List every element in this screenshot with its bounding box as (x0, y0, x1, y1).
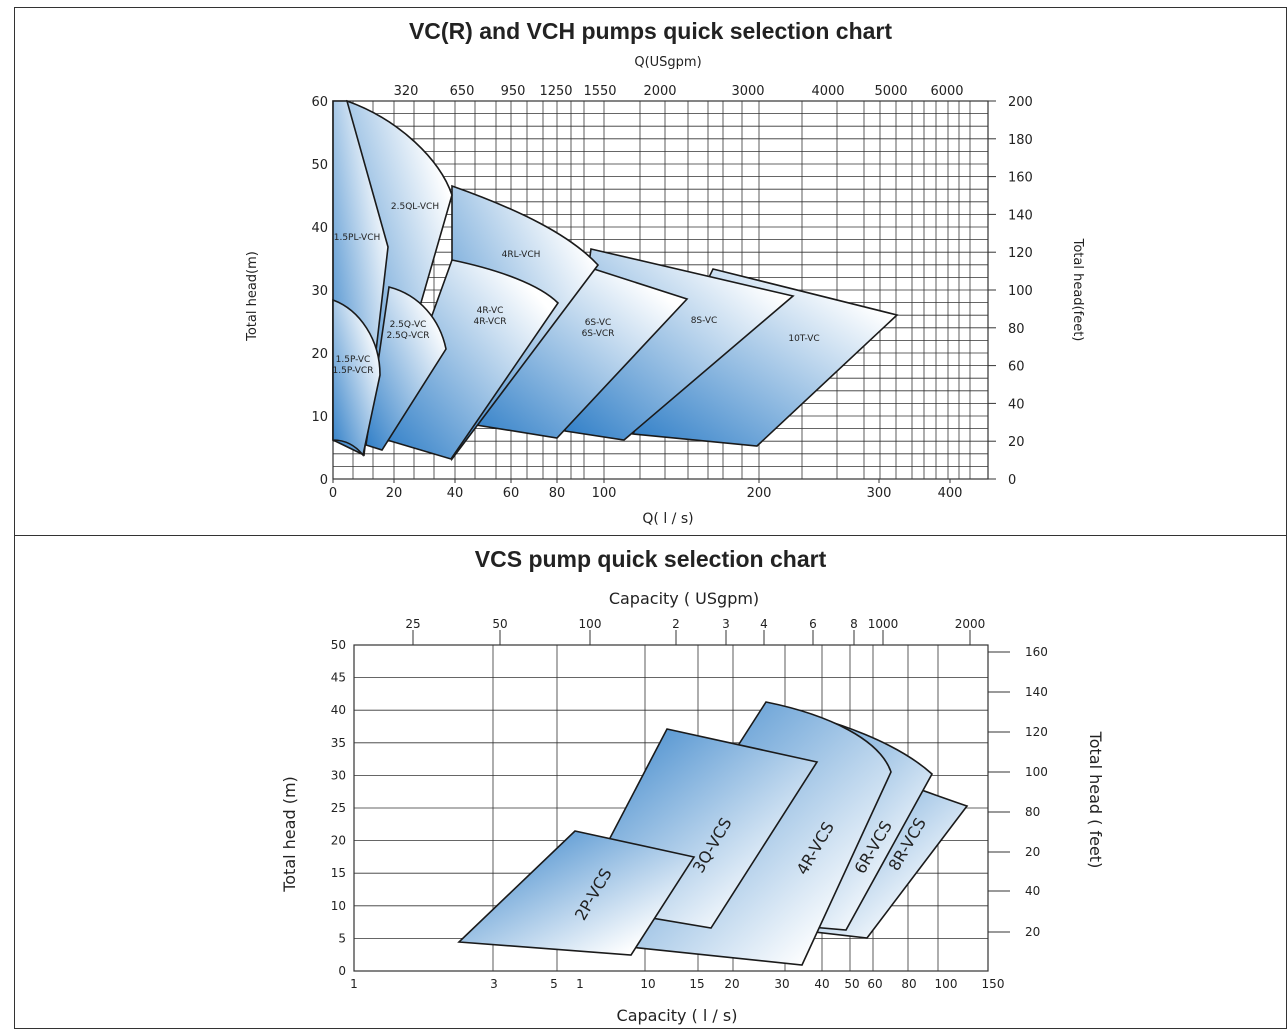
chart-title: VC(R) and VCH pumps quick selection char… (408, 18, 893, 44)
chart-title: VCS pump quick selection chart (474, 546, 827, 572)
chart-panel-vc: VC(R) and VCH pumps quick selection char… (14, 7, 1287, 536)
chart-panel-vcs: VCS pump quick selection chart (14, 535, 1287, 1029)
